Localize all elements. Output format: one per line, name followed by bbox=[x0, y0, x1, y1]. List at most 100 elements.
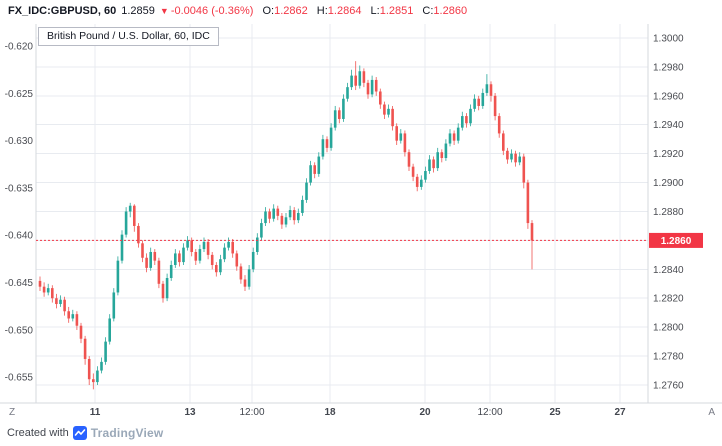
candle-body bbox=[79, 325, 83, 339]
time-axis-label[interactable]: 12:00 bbox=[477, 407, 502, 418]
candle-body bbox=[510, 153, 513, 160]
candle-body bbox=[379, 91, 382, 105]
candle-body bbox=[428, 159, 431, 172]
candle-body bbox=[223, 247, 226, 260]
low-value: 1.2851 bbox=[379, 5, 414, 17]
candle-body bbox=[502, 133, 505, 151]
candle-body bbox=[325, 139, 329, 148]
candle-body bbox=[108, 318, 111, 342]
candle-body bbox=[42, 286, 46, 293]
candle-body bbox=[317, 156, 321, 174]
candle-body bbox=[518, 156, 521, 163]
left-axis-label: -0.650 bbox=[5, 325, 34, 336]
candle-body bbox=[526, 182, 530, 224]
candle-body bbox=[210, 254, 214, 265]
candle-body bbox=[112, 292, 116, 319]
symbol-title: FX_IDC:GBPUSD, 60 bbox=[8, 5, 117, 17]
candle-body bbox=[522, 156, 526, 183]
time-scale[interactable] bbox=[36, 403, 648, 421]
left-axis-label: -0.630 bbox=[5, 136, 34, 147]
candle-body bbox=[128, 205, 132, 212]
candle-body bbox=[239, 266, 243, 280]
candle-body bbox=[215, 264, 218, 273]
candle-body bbox=[469, 108, 472, 124]
time-axis-label[interactable]: 13 bbox=[184, 407, 196, 418]
low-label: L: bbox=[370, 5, 380, 17]
candle-body bbox=[83, 338, 87, 359]
candle-body bbox=[477, 98, 480, 106]
open-label: O: bbox=[262, 5, 275, 17]
chart-legend[interactable]: British Pound / U.S. Dollar, 60, IDC bbox=[38, 27, 219, 46]
candle-body bbox=[358, 71, 362, 86]
price-tick-label: 1.2880 bbox=[653, 207, 684, 218]
left-axis-label: -0.640 bbox=[5, 231, 34, 242]
tradingview-attribution[interactable]: Created with TradingView bbox=[7, 426, 163, 440]
price-tick-label: 1.2900 bbox=[653, 178, 684, 189]
left-axis-label: -0.645 bbox=[5, 278, 34, 289]
candle-body bbox=[514, 153, 517, 163]
timezone-button[interactable]: Z bbox=[7, 407, 18, 418]
candle-body bbox=[370, 79, 374, 95]
legend-title: British Pound / U.S. Dollar, 60, IDC bbox=[47, 30, 210, 42]
candle-body bbox=[190, 240, 193, 252]
time-axis-label[interactable]: 11 bbox=[90, 407, 101, 418]
time-axis-label[interactable]: 18 bbox=[324, 407, 336, 418]
candle-body bbox=[227, 241, 230, 248]
candle-body bbox=[157, 260, 161, 284]
last-price: 1.2859 bbox=[121, 5, 155, 17]
candle-body bbox=[202, 241, 206, 250]
candle-body bbox=[59, 299, 62, 305]
candle-body bbox=[436, 152, 439, 169]
candle-body bbox=[194, 251, 198, 261]
candle-body bbox=[493, 95, 497, 117]
candle-body bbox=[133, 205, 136, 226]
candle-body bbox=[354, 75, 357, 86]
time-axis-label[interactable]: 20 bbox=[419, 407, 431, 418]
close-value: 1.2860 bbox=[433, 5, 468, 17]
candle-body bbox=[120, 234, 124, 261]
high-value: 1.2864 bbox=[327, 5, 362, 17]
candle-body bbox=[137, 225, 140, 244]
candle-body bbox=[243, 279, 247, 287]
candle-body bbox=[284, 217, 288, 225]
high-label: H: bbox=[316, 5, 328, 17]
price-tick-label: 1.2760 bbox=[653, 380, 684, 391]
candle-body bbox=[346, 87, 349, 99]
candle-body bbox=[329, 127, 333, 148]
candle-body bbox=[251, 251, 255, 270]
candle-body bbox=[55, 298, 58, 305]
candle-body bbox=[100, 361, 103, 371]
auto-scale-button[interactable]: A bbox=[706, 407, 717, 418]
candle-body bbox=[420, 179, 423, 187]
candle-body bbox=[116, 260, 120, 293]
candle-body bbox=[272, 208, 275, 219]
price-scale[interactable] bbox=[648, 24, 722, 403]
candle-body bbox=[182, 247, 185, 263]
time-axis-label[interactable]: 27 bbox=[614, 407, 626, 418]
candle-body bbox=[153, 251, 157, 261]
price-tick-label: 1.2840 bbox=[653, 265, 684, 276]
candle-body bbox=[395, 126, 398, 141]
candle-body bbox=[96, 370, 99, 383]
candle-body bbox=[448, 133, 452, 144]
left-axis-label: -0.620 bbox=[5, 42, 34, 53]
candle-body bbox=[235, 253, 239, 267]
open-value: 1.2862 bbox=[274, 5, 308, 17]
price-change: -0.0046 (-0.36%) bbox=[170, 5, 254, 17]
left-axis-label: -0.635 bbox=[5, 183, 34, 194]
candle-body bbox=[288, 210, 292, 218]
time-axis-label[interactable]: 25 bbox=[549, 407, 561, 418]
candle-body bbox=[149, 251, 152, 268]
candle-body bbox=[465, 116, 468, 124]
candle-body bbox=[297, 212, 300, 221]
candle-body bbox=[432, 159, 435, 169]
candle-body bbox=[407, 152, 411, 167]
candle-body bbox=[92, 379, 95, 383]
candle-body bbox=[169, 264, 173, 279]
candle-body bbox=[321, 139, 325, 157]
time-axis-label[interactable]: 12:00 bbox=[239, 407, 264, 418]
candle-body bbox=[264, 211, 267, 224]
attribution-prefix: Created with bbox=[7, 427, 69, 439]
candle-body bbox=[461, 116, 464, 128]
